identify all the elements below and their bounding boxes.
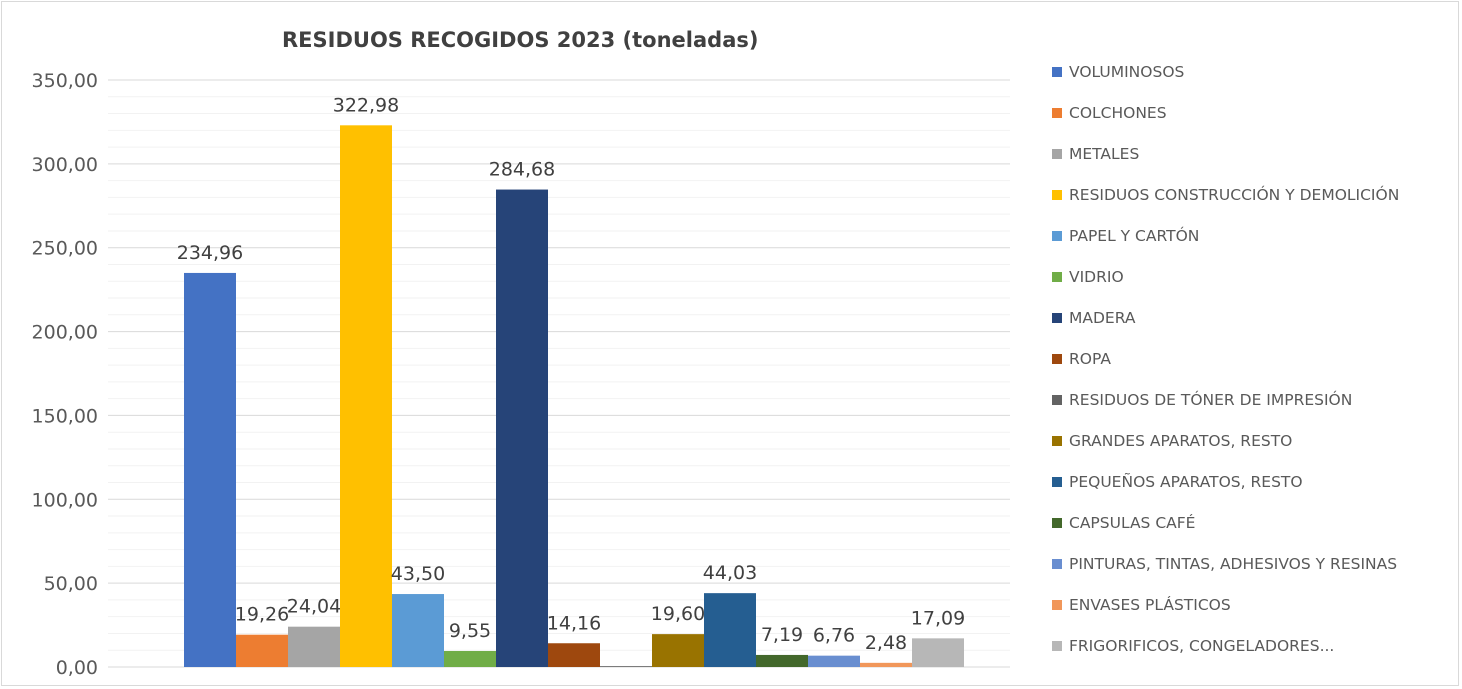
legend-swatch — [1052, 272, 1062, 282]
data-label: 24,04 — [287, 596, 341, 618]
legend-label: MADERA — [1069, 309, 1136, 327]
legend-swatch — [1052, 600, 1062, 610]
y-tick-label: 300,00 — [32, 154, 98, 176]
bar-4 — [340, 125, 392, 667]
y-tick-label: 150,00 — [32, 405, 98, 427]
legend-item: ENVASES PLÁSTICOS — [1052, 593, 1231, 617]
bar-1 — [184, 272, 236, 667]
data-label: 322,98 — [333, 94, 399, 116]
data-label: 17,09 — [911, 607, 965, 629]
legend-item: PAPEL Y CARTÓN — [1052, 224, 1199, 248]
legend-item: VIDRIO — [1052, 265, 1124, 289]
bar-2 — [236, 634, 288, 667]
legend-swatch — [1052, 190, 1062, 200]
legend-label: METALES — [1069, 145, 1140, 163]
data-label: 14,16 — [547, 612, 601, 634]
data-label: 2,48 — [865, 632, 907, 654]
data-label: 234,96 — [177, 242, 243, 264]
legend-label: CAPSULAS CAFÉ — [1069, 514, 1196, 532]
legend-label: ENVASES PLÁSTICOS — [1069, 596, 1231, 614]
bar-7 — [496, 189, 548, 667]
bar-13 — [808, 655, 860, 667]
bar-15 — [912, 638, 964, 667]
legend-swatch — [1052, 67, 1062, 77]
legend-swatch — [1052, 149, 1062, 159]
y-tick-label: 350,00 — [32, 70, 98, 92]
y-tick-label: 250,00 — [32, 238, 98, 260]
legend-item: GRANDES APARATOS, RESTO — [1052, 429, 1292, 453]
legend-swatch — [1052, 395, 1062, 405]
bar-11 — [704, 593, 756, 667]
legend-item: PINTURAS, TINTAS, ADHESIVOS Y RESINAS — [1052, 552, 1397, 576]
legend-item: FRIGORIFICOS, CONGELADORES... — [1052, 634, 1334, 658]
legend-item: VOLUMINOSOS — [1052, 60, 1184, 84]
legend-item: MADERA — [1052, 306, 1135, 330]
data-label: 43,50 — [391, 563, 445, 585]
legend-label: RESIDUOS CONSTRUCCIÓN Y DEMOLICIÓN — [1069, 186, 1400, 204]
legend-item: ROPA — [1052, 347, 1111, 371]
legend-item: METALES — [1052, 142, 1139, 166]
legend-item: CAPSULAS CAFÉ — [1052, 511, 1195, 535]
legend-label: RESIDUOS DE TÓNER DE IMPRESIÓN — [1069, 391, 1353, 409]
bar-10 — [652, 634, 704, 667]
data-label: 7,19 — [761, 624, 803, 646]
legend-label: ROPA — [1069, 350, 1111, 368]
bar-14 — [860, 662, 912, 667]
data-label: 44,03 — [703, 562, 757, 584]
legend-label: PAPEL Y CARTÓN — [1069, 227, 1200, 245]
bar-8 — [548, 643, 600, 667]
legend-swatch — [1052, 354, 1062, 364]
bar-12 — [756, 654, 808, 667]
y-tick-label: 100,00 — [32, 489, 98, 511]
legend-swatch — [1052, 559, 1062, 569]
legend-item: RESIDUOS CONSTRUCCIÓN Y DEMOLICIÓN — [1052, 183, 1399, 207]
data-label: 19,26 — [235, 604, 289, 626]
bar-6 — [444, 650, 496, 667]
chart-title: RESIDUOS RECOGIDOS 2023 (toneladas) — [282, 28, 759, 52]
legend-swatch — [1052, 641, 1062, 651]
legend-label: VIDRIO — [1069, 268, 1124, 286]
data-label: 9,55 — [449, 620, 491, 642]
legend-label: FRIGORIFICOS, CONGELADORES... — [1069, 637, 1335, 655]
legend-item: PEQUEÑOS APARATOS, RESTO — [1052, 470, 1303, 494]
legend-label: GRANDES APARATOS, RESTO — [1069, 432, 1293, 450]
y-tick-label: 200,00 — [32, 322, 98, 344]
data-label: 19,60 — [651, 603, 705, 625]
legend-swatch — [1052, 231, 1062, 241]
legend-label: PINTURAS, TINTAS, ADHESIVOS Y RESINAS — [1069, 555, 1398, 573]
legend-swatch — [1052, 436, 1062, 446]
legend-label: VOLUMINOSOS — [1069, 63, 1185, 81]
legend-item: RESIDUOS DE TÓNER DE IMPRESIÓN — [1052, 388, 1352, 412]
legend-swatch — [1052, 518, 1062, 528]
legend-item: COLCHONES — [1052, 101, 1167, 125]
legend-swatch — [1052, 108, 1062, 118]
legend-label: COLCHONES — [1069, 104, 1167, 122]
legend-label: PEQUEÑOS APARATOS, RESTO — [1069, 473, 1303, 491]
legend-swatch — [1052, 313, 1062, 323]
bar-5 — [392, 594, 444, 667]
y-tick-label: 0,00 — [56, 657, 98, 679]
bar-3 — [288, 626, 340, 667]
data-label: 6,76 — [813, 625, 855, 647]
bar-9 — [600, 666, 652, 667]
legend-swatch — [1052, 477, 1062, 487]
y-tick-label: 50,00 — [44, 573, 98, 595]
data-label: 284,68 — [489, 159, 555, 181]
